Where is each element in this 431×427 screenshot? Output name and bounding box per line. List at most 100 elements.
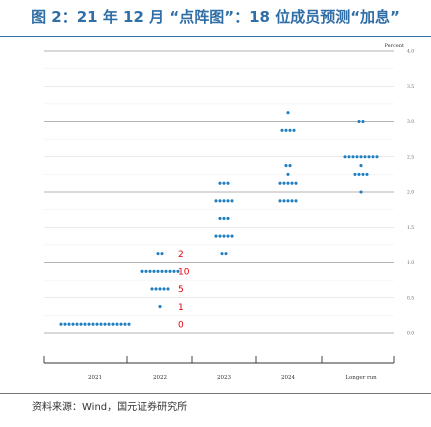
participant-dot bbox=[292, 128, 296, 132]
participant-dot bbox=[359, 190, 363, 194]
participant-dot bbox=[63, 322, 67, 326]
y-tick-label: 2.5 bbox=[407, 154, 414, 160]
participant-dot bbox=[107, 322, 111, 326]
participant-dot bbox=[222, 199, 226, 203]
y-tick-label: 0.0 bbox=[407, 331, 414, 337]
participant-dot bbox=[286, 181, 290, 185]
participant-dot bbox=[162, 287, 166, 291]
participant-dot bbox=[218, 234, 222, 238]
participant-dot bbox=[278, 199, 282, 203]
participant-dot bbox=[359, 164, 363, 168]
y-tick-label: 1.0 bbox=[407, 260, 414, 266]
participant-dot bbox=[224, 252, 228, 256]
x-tick-label: 2022 bbox=[153, 375, 167, 381]
y-tick-label: 3.5 bbox=[407, 84, 414, 90]
participant-dot bbox=[166, 287, 170, 291]
participant-dot bbox=[222, 234, 226, 238]
participant-dot bbox=[290, 199, 294, 203]
participant-dot bbox=[226, 234, 230, 238]
participant-dot bbox=[343, 155, 347, 159]
count-annotation: 2 bbox=[178, 250, 184, 260]
x-tick-label: 2021 bbox=[88, 375, 102, 381]
x-tick-labels: 2021 2022 2023 2024 Longer run bbox=[88, 375, 377, 381]
participant-dot bbox=[353, 172, 357, 176]
participant-dot bbox=[160, 252, 164, 256]
y-tick-label: 1.5 bbox=[407, 225, 414, 231]
participant-dot bbox=[288, 128, 292, 132]
participant-dot bbox=[168, 269, 172, 273]
count-annotation: 1 bbox=[178, 303, 184, 313]
participant-dot bbox=[144, 269, 148, 273]
participant-dot bbox=[150, 287, 154, 291]
participant-dot bbox=[172, 269, 176, 273]
participant-dot bbox=[278, 181, 282, 185]
participant-dot bbox=[286, 199, 290, 203]
participant-dot bbox=[347, 155, 351, 159]
count-annotation: 0 bbox=[178, 320, 184, 330]
participant-dot bbox=[288, 164, 292, 168]
participant-dot bbox=[355, 155, 359, 159]
x-tick-label: 2024 bbox=[281, 375, 295, 381]
participant-dot bbox=[127, 322, 131, 326]
participant-dot bbox=[218, 199, 222, 203]
participant-dot bbox=[361, 119, 365, 124]
participant-dot bbox=[375, 155, 379, 159]
participant-dot bbox=[230, 199, 234, 203]
participant-dot bbox=[367, 155, 371, 159]
y-axis-label: Percent bbox=[385, 43, 404, 49]
participant-dot bbox=[160, 269, 164, 273]
participant-dot bbox=[220, 252, 224, 256]
participant-dot bbox=[371, 155, 375, 159]
participant-dot bbox=[222, 216, 226, 220]
participant-dot bbox=[115, 322, 119, 326]
participant-dot bbox=[67, 322, 71, 326]
participant-dot bbox=[226, 216, 230, 220]
y-tick-label: 3.0 bbox=[407, 119, 414, 125]
participant-dot bbox=[123, 322, 127, 326]
participant-dot bbox=[218, 181, 222, 185]
y-tick-labels: 0.0 0.5 1.0 1.5 2.0 2.5 3.0 3.5 4.0 bbox=[407, 49, 414, 337]
participant-dot bbox=[59, 322, 63, 326]
participant-dot bbox=[91, 322, 95, 326]
participant-dot bbox=[226, 199, 230, 203]
y-tick-label: 4.0 bbox=[407, 49, 414, 55]
participant-dot bbox=[226, 181, 230, 185]
participant-dot bbox=[363, 155, 367, 159]
chart-title: 图 2：21 年 12 月 “点阵图”：18 位成员预测“加息” bbox=[31, 8, 400, 26]
participant-dot bbox=[286, 172, 290, 176]
count-annotation: 5 bbox=[178, 285, 184, 295]
x-tick-label: Longer run bbox=[345, 375, 377, 381]
participant-dot bbox=[152, 269, 156, 273]
participant-dot bbox=[218, 216, 222, 220]
participant-dot bbox=[230, 234, 234, 238]
participant-dot bbox=[284, 128, 288, 132]
participant-dot bbox=[95, 322, 99, 326]
participant-dot bbox=[351, 155, 355, 159]
y-tick-label: 0.5 bbox=[407, 295, 414, 301]
title-divider bbox=[0, 36, 431, 37]
participant-dot bbox=[111, 322, 115, 326]
participant-dot bbox=[357, 172, 361, 176]
participant-dot bbox=[158, 305, 162, 309]
participant-dot bbox=[87, 322, 91, 326]
participant-dot bbox=[176, 269, 180, 273]
participant-dot bbox=[75, 322, 79, 326]
dot-plot: 0.0 0.5 1.0 1.5 2.0 2.5 3.0 3.5 4.0 2021 2022 2023… bbox=[43, 43, 414, 381]
participant-dot bbox=[154, 287, 158, 291]
participant-dot bbox=[282, 199, 286, 203]
participant-dot bbox=[282, 181, 286, 185]
participant-dot bbox=[294, 181, 298, 185]
count-annotation: 10 bbox=[178, 268, 190, 278]
participant-dot bbox=[99, 322, 103, 326]
participant-dot bbox=[79, 322, 83, 326]
x-axis bbox=[43, 356, 395, 364]
participant-dot bbox=[222, 181, 226, 185]
bottom-divider bbox=[0, 393, 431, 394]
participant-dot bbox=[361, 172, 365, 176]
grid-lines bbox=[44, 50, 394, 334]
participant-dot bbox=[280, 128, 284, 132]
dots-layer bbox=[59, 111, 379, 326]
participant-dot bbox=[290, 181, 294, 185]
participant-dot bbox=[103, 322, 107, 326]
